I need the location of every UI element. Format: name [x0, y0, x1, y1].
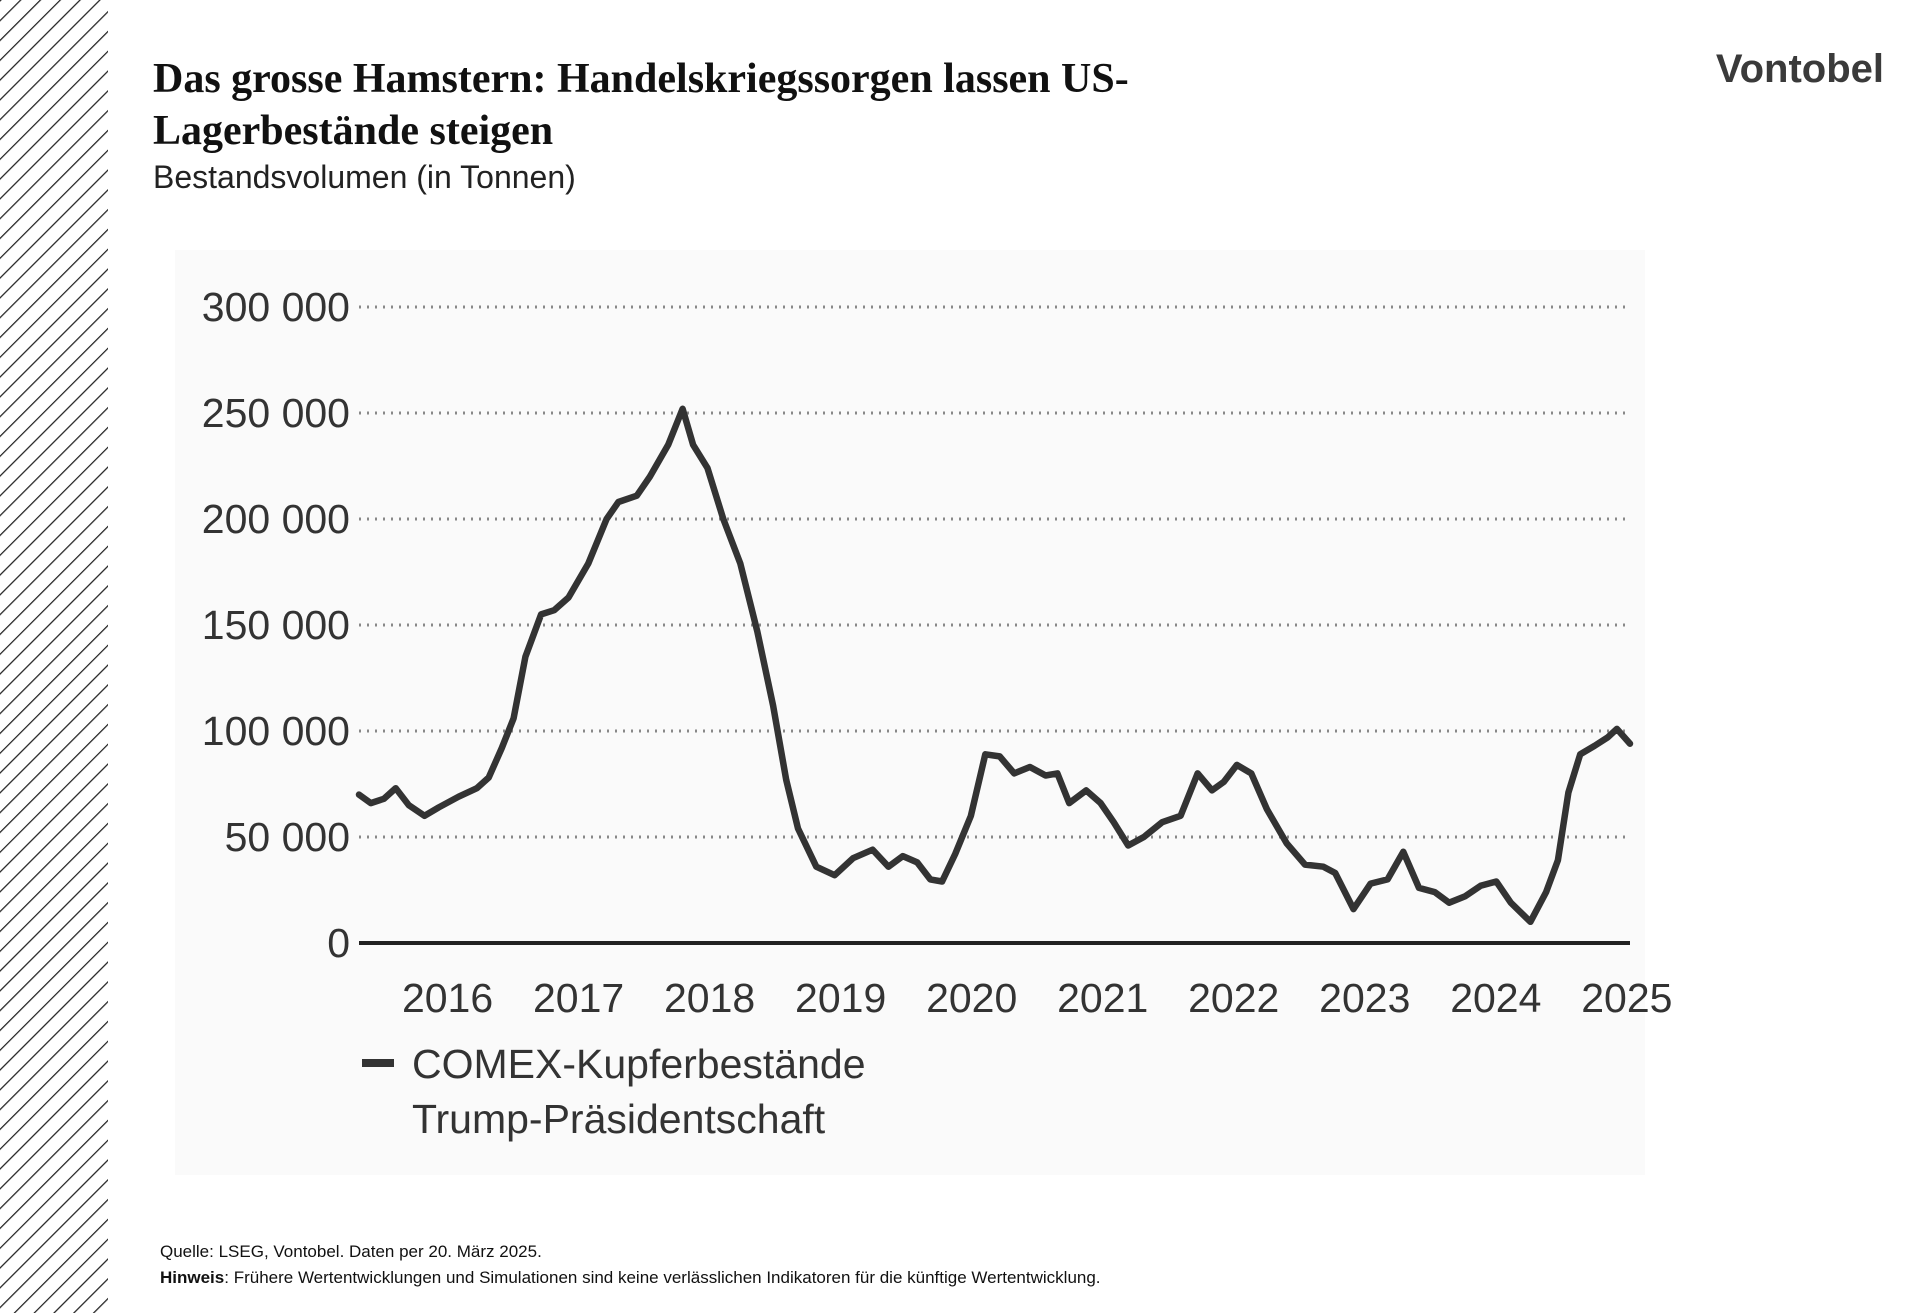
x-tick-label: 2020: [926, 975, 1017, 1021]
y-tick-label: 50 000: [225, 814, 350, 860]
y-tick-label: 250 000: [202, 390, 350, 436]
source: Quelle: LSEG, Vontobel. Daten per 20. Mä…: [160, 1242, 542, 1261]
x-tick-label: 2019: [795, 975, 886, 1021]
plot-panel: [175, 250, 1645, 1175]
x-tick-label: 2021: [1057, 975, 1148, 1021]
title-line-1: Das grosse Hamstern: Handelskriegssorgen…: [153, 56, 1129, 102]
note-text: : Frühere Wertentwicklungen und Simulati…: [224, 1268, 1100, 1287]
title-line-2: Lagerbestände steigen: [153, 108, 553, 154]
hatch-strip: [0, 0, 108, 1313]
data-line: [355, 405, 1634, 926]
footnote: Hinweis: Frühere Wertentwicklungen und S…: [160, 1268, 1101, 1287]
x-tick-label: 2023: [1319, 975, 1410, 1021]
y-tick-label: 0: [327, 920, 350, 966]
x-tick-label: 2017: [533, 975, 624, 1021]
legend-note: Trump-Präsidentschaft: [412, 1096, 826, 1142]
y-tick-label: 150 000: [202, 602, 350, 648]
plot: 0 50 000 100 000 150 000 200 000 250 000 300 0…: [202, 284, 1673, 1021]
y-tick-label: 300 000: [202, 284, 350, 330]
legend-label: COMEX-Kupferbestände: [412, 1041, 866, 1087]
x-tick-label: 2016: [402, 975, 493, 1021]
y-tick-label: 100 000: [202, 708, 350, 754]
x-tick-label: 2022: [1188, 975, 1279, 1021]
y-tick-label: 200 000: [202, 496, 350, 542]
logo: Vontobel: [1716, 47, 1884, 91]
x-tick-label: 2025: [1581, 975, 1672, 1021]
x-tick-label: 2018: [664, 975, 755, 1021]
note-label: Hinweis: [160, 1268, 224, 1287]
subtitle: Bestandsvolumen (in Tonnen): [153, 159, 576, 195]
x-tick-label: 2024: [1450, 975, 1541, 1021]
